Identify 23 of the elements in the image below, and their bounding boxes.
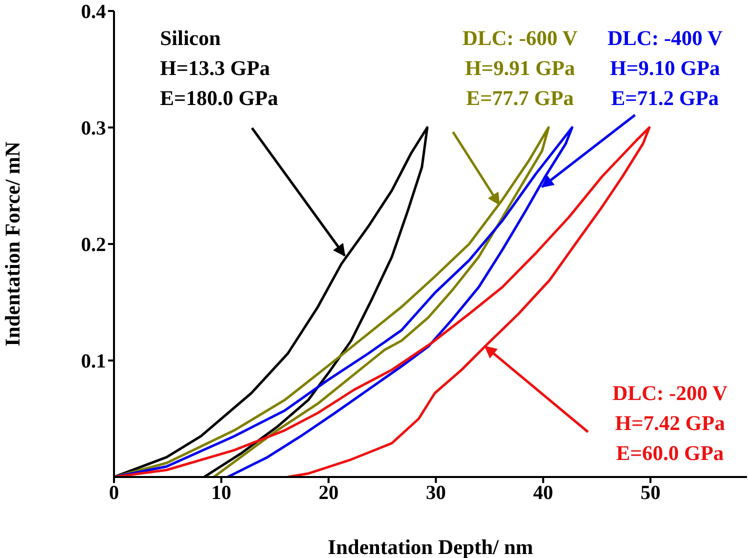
x-tick-label: 20 bbox=[318, 482, 339, 504]
y-tick-label: 0.4 bbox=[81, 1, 106, 24]
annotation: E=180.0 GPa bbox=[160, 86, 279, 110]
annotation: E=71.2 GPa bbox=[611, 86, 720, 110]
annotation: E=77.7 GPa bbox=[466, 86, 574, 110]
text: Silicon bbox=[160, 26, 222, 50]
annotation: E=60.0 GPa bbox=[616, 441, 724, 465]
annotation: H=13.3 GPa bbox=[160, 56, 270, 80]
text: DLC: -400 V bbox=[607, 26, 723, 50]
y-tick-label: 0.2 bbox=[81, 234, 106, 256]
x-tick-label: 40 bbox=[533, 482, 554, 504]
text: DLC: -200 V bbox=[612, 381, 728, 405]
y-axis-title: Indentation Force/ mN bbox=[0, 142, 24, 346]
annotation: H=7.42 GPa bbox=[615, 411, 726, 435]
y-tick-label: 0.3 bbox=[81, 118, 106, 140]
x-tick-label: 10 bbox=[211, 482, 232, 504]
x-tick-label: 0 bbox=[109, 482, 119, 504]
y-tick-label: 0.1 bbox=[81, 350, 106, 373]
annotation: H=9.91 GPa bbox=[465, 56, 576, 80]
annotation: H=9.10 GPa bbox=[610, 56, 720, 80]
x-tick-label: 30 bbox=[426, 482, 446, 504]
x-tick-label: 50 bbox=[640, 482, 660, 504]
text: DLC: -600 V bbox=[462, 26, 578, 50]
